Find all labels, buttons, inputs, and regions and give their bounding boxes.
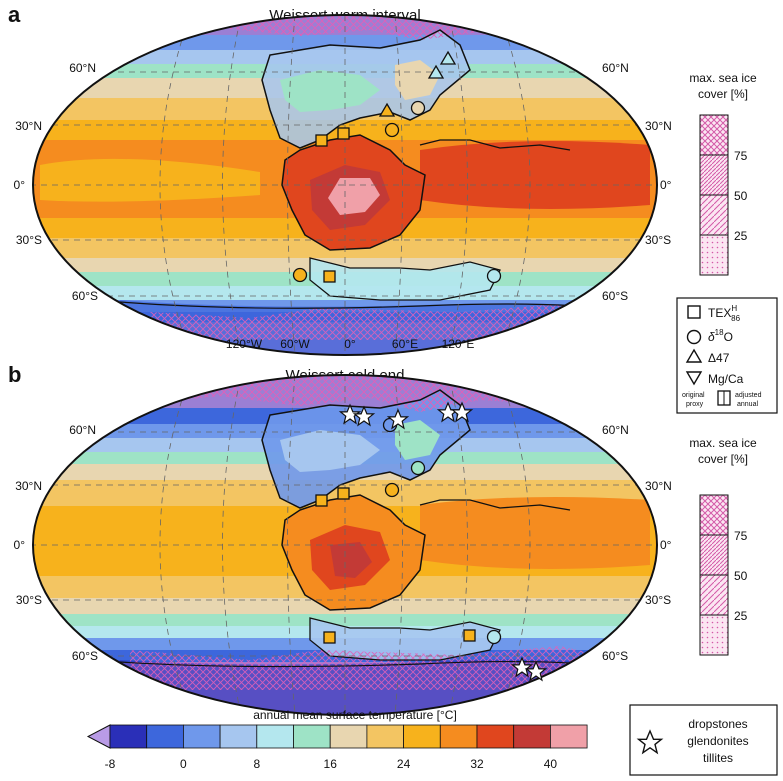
proxy-legend-tex86: TEXH 86 [708, 304, 741, 323]
sea-ice-legend-a-75: 75 [734, 149, 748, 163]
colorbar-cell [182, 724, 221, 749]
sea-ice-legend-b-25: 25 [734, 609, 748, 623]
colorbar-title: annual mean surface temperature [°C] [253, 708, 457, 722]
proxy-legend-original-1: original [682, 392, 705, 399]
panel-a-letter: a [8, 2, 21, 27]
panel-a-lat-60n-left: 60°N [69, 61, 96, 75]
colorbar-extend-triangle [86, 724, 111, 749]
circle-icon [686, 329, 702, 345]
star-icon [636, 729, 664, 755]
sea-ice-legend-b-title-2: cover [%] [698, 452, 748, 466]
sea-ice-legend-a-25: 25 [734, 229, 748, 243]
panel-a-lat-0-right: 0° [660, 178, 672, 192]
panel-a-lat-30n-right: 30°N [645, 119, 672, 133]
proxy-legend-d18o: δ18O [708, 328, 733, 344]
panel-a-lon-120w: 120°W [226, 337, 263, 351]
panel-a-lon-120e: 120°E [442, 337, 475, 351]
panel-b-lat-labels: 60°N 30°N 0° 30°S 60°S 60°N 30°N 0° 30°S… [14, 423, 672, 663]
panel-a-lon-60w: 60°W [280, 337, 310, 351]
colorbar-cell [146, 724, 184, 749]
proxy-legend-mgca: Mg/Ca [708, 372, 744, 386]
colorbar-tick-labels: -8 0 8 16 24 32 40 [105, 757, 558, 771]
temperature-colorbar: annual mean surface temperature [°C] -8 0… [86, 708, 588, 771]
sea-ice-legend-b-title-1: max. sea ice [689, 436, 757, 450]
colorbar-tick-label: 24 [397, 757, 411, 771]
colorbar-cells [86, 724, 588, 749]
colorbar-cell [256, 724, 294, 749]
panel-b-lat-30s-right: 30°S [645, 593, 671, 607]
colorbar-tick-label: 16 [324, 757, 338, 771]
colorbar-tick-label: 8 [253, 757, 260, 771]
panel-a-lat-30s-left: 30°S [16, 233, 42, 247]
sea-ice-legend-a: max. sea ice cover [%] 75 50 25 [689, 71, 757, 276]
sea-ice-legend-a-title-2: cover [%] [698, 87, 748, 101]
colorbar-cell [219, 724, 258, 749]
panel-a-temperature-map [33, 15, 657, 355]
glacial-legend-glendonites: glendonites [687, 734, 748, 748]
proxy-legend-original-2: proxy [686, 401, 704, 408]
panel-a-lat-30n-left: 30°N [15, 119, 42, 133]
panel-a-lat-0-left: 0° [14, 178, 26, 192]
colorbar-cell [403, 724, 441, 749]
colorbar-cell [109, 724, 148, 749]
proxy-legend-adjusted-2: annual [737, 401, 758, 408]
colorbar-tick-label: 40 [544, 757, 558, 771]
glacial-indicator-legend: dropstones glendonites tillites [629, 704, 778, 776]
proxy-legend: TEXH 86 δ18O Δ47 Mg/Ca original proxy adj… [676, 297, 778, 414]
proxy-legend-adjusted-1: adjusted [735, 392, 762, 399]
panel-a-lat-60s-right: 60°S [602, 289, 628, 303]
glacial-legend-tillites: tillites [703, 751, 733, 765]
sea-ice-legend-a-title-1: max. sea ice [689, 71, 757, 85]
panel-b-lat-30s-left: 30°S [16, 593, 42, 607]
colorbar-tick-label: -8 [105, 757, 116, 771]
colorbar-cell [293, 724, 331, 749]
inverted-triangle-icon [685, 371, 703, 386]
glacial-legend-dropstones: dropstones [688, 717, 747, 731]
panel-a-lon-60e: 60°E [392, 337, 418, 351]
panel-a-lat-60n-right: 60°N [602, 61, 629, 75]
panel-a-lon-labels: 120°W 60°W 0° 60°E 120°E [226, 337, 474, 351]
panel-b-lat-60n-right: 60°N [602, 423, 629, 437]
colorbar-tick-label: 0 [180, 757, 187, 771]
proxy-legend-d47: Δ47 [708, 351, 730, 365]
panel-b-lat-0-right: 0° [660, 538, 672, 552]
colorbar-cell [329, 724, 368, 749]
panel-a-lon-0: 0° [344, 337, 356, 351]
colorbar-cell [476, 724, 515, 749]
panel-b-lat-60s-left: 60°S [72, 649, 98, 663]
panel-a-lat-30s-right: 30°S [645, 233, 671, 247]
colorbar-cell [513, 724, 551, 749]
panel-b-lat-60s-right: 60°S [602, 649, 628, 663]
panel-b-lat-60n-left: 60°N [69, 423, 96, 437]
sea-ice-legend-b-75: 75 [734, 529, 748, 543]
sea-ice-legend-a-50: 50 [734, 189, 748, 203]
triangle-icon [685, 348, 703, 363]
panel-b-lat-0-left: 0° [14, 538, 26, 552]
sea-ice-legend-b-50: 50 [734, 569, 748, 583]
panel-b: b Weissert cold end [8, 362, 672, 716]
colorbar-cell [550, 724, 588, 749]
panel-a-lat-60s-left: 60°S [72, 289, 98, 303]
panel-a-lat-labels: 60°N 30°N 0° 30°S 60°S 60°N 30°N 0° 30°S… [14, 61, 672, 303]
panel-b-letter: b [8, 362, 21, 387]
colorbar-cell [366, 724, 404, 749]
sea-ice-legend-b: max. sea ice cover [%] 75 50 25 [689, 436, 757, 656]
square-icon [687, 305, 701, 319]
panel-a: a Weissert warm interval [8, 2, 672, 356]
colorbar-cell [439, 724, 478, 749]
colorbar-tick-label: 32 [470, 757, 484, 771]
panel-b-lat-30n-left: 30°N [15, 479, 42, 493]
panel-b-lat-30n-right: 30°N [645, 479, 672, 493]
